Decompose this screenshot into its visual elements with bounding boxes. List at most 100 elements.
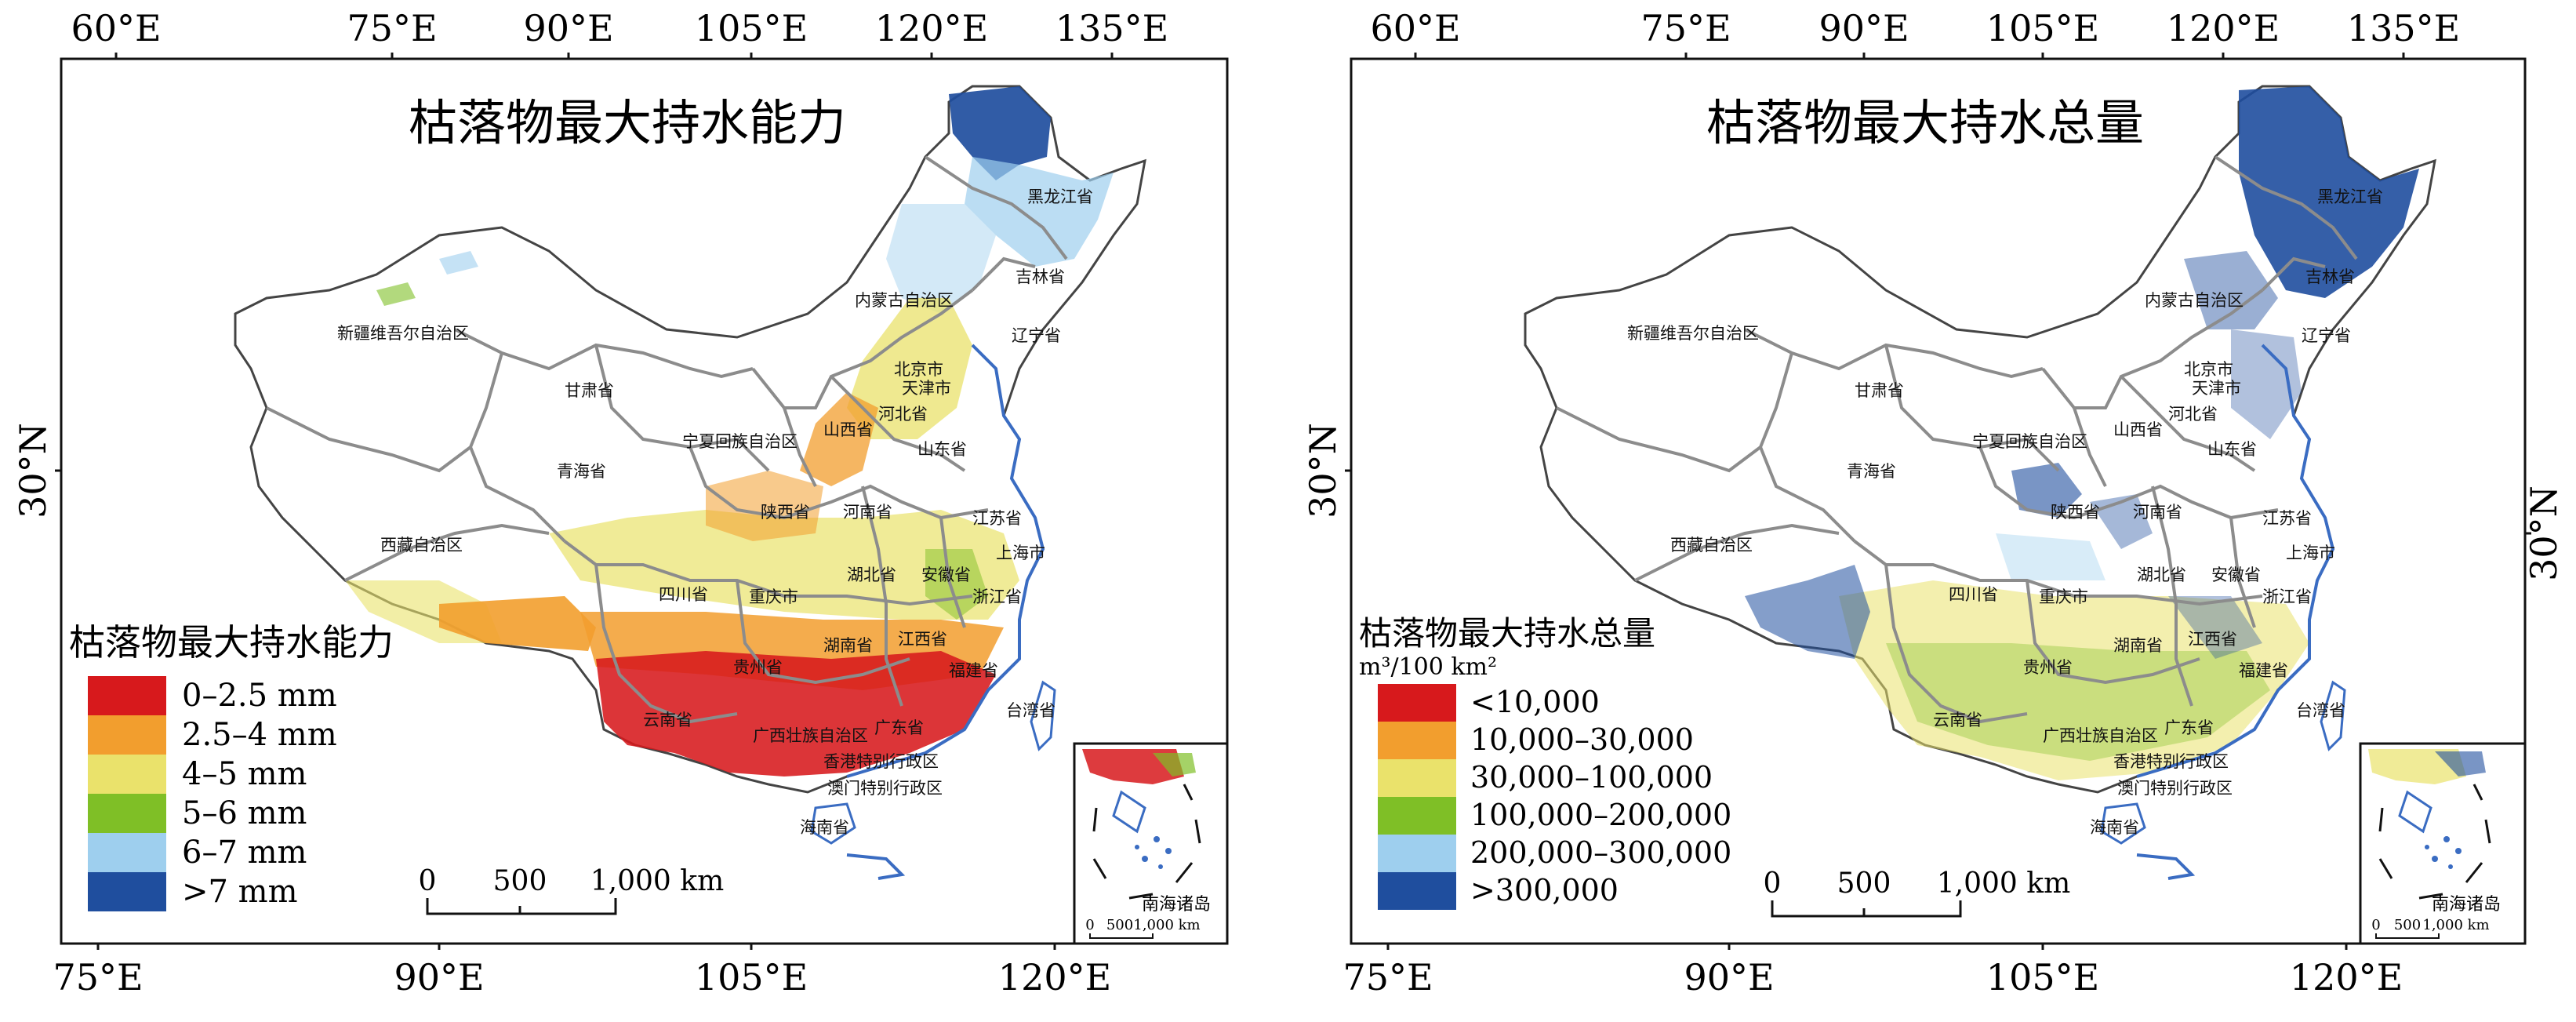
svg-text:500: 500 (2394, 917, 2421, 933)
province-label: 陕西省 (2051, 503, 2100, 522)
province-label: 青海省 (1847, 462, 1896, 481)
province-label: 上海市 (996, 544, 1045, 562)
province-label: 浙江省 (972, 587, 1022, 606)
province-label: 天津市 (902, 379, 951, 398)
legend-item: >7 mm (88, 872, 298, 911)
legend-item: 200,000–300,000 (1378, 835, 1731, 872)
legend-swatch (88, 715, 166, 755)
scale-bar: 0 500 1,000 km (1764, 867, 2070, 918)
lon-top-tick: 75°E (347, 7, 437, 49)
legend-label: 10,000–30,000 (1470, 722, 1694, 757)
province-label: 新疆维吾尔自治区 (1627, 324, 1759, 343)
legend-title: 枯落物最大持水能力 (69, 621, 394, 664)
province-label: 西藏自治区 (380, 536, 463, 555)
province-borders (266, 155, 1068, 724)
province-label: 台湾省 (2296, 701, 2345, 720)
province-label: 黑龙江省 (2317, 187, 2383, 206)
province-label: 四川省 (659, 585, 708, 604)
province-label: 黑龙江省 (1027, 187, 1093, 206)
legend-swatch (88, 872, 166, 911)
legend-swatch (1378, 759, 1456, 797)
legend-swatch (1378, 835, 1456, 872)
map-left-svg: 60°E 75°E 90°E 105°E 120°E 135°E 75°E 90… (12, 7, 1229, 998)
province-label: 新疆维吾尔自治区 (337, 324, 469, 343)
map-panel-right: 60°E 75°E 90°E 105°E 120°E 135°E 75°E 90… (1306, 0, 2576, 1022)
legend-swatch (1378, 684, 1456, 722)
legend-item: <10,000 (1378, 684, 1600, 722)
province-labels: 黑龙江省 吉林省 内蒙古自治区 辽宁省 新疆维吾尔自治区 北京市 天津市 甘肃省… (337, 187, 1093, 837)
lon-top-tick: 120°E (2167, 7, 2280, 49)
province-label: 北京市 (2184, 360, 2233, 379)
province-label: 贵州省 (733, 658, 783, 677)
legend-label: 4–5 mm (182, 756, 307, 792)
legend-item: 4–5 mm (88, 755, 307, 794)
legend-label: 5–6 mm (182, 795, 307, 831)
province-label: 安徽省 (2211, 566, 2261, 584)
province-label: 浙江省 (2262, 587, 2312, 606)
province-label: 江苏省 (2262, 509, 2312, 528)
province-label: 内蒙古自治区 (2145, 291, 2244, 310)
coastline (846, 344, 1045, 880)
lon-top-tick: 135°E (2347, 7, 2460, 49)
lat-right-tick: 30°N (2523, 486, 2565, 581)
lat-left-tick: 30°N (12, 423, 54, 518)
province-label: 四川省 (1949, 585, 1998, 604)
province-label: 吉林省 (2305, 267, 2355, 286)
province-label: 澳门特别行政区 (827, 779, 943, 798)
province-label: 上海市 (2286, 544, 2335, 562)
svg-text:500: 500 (493, 865, 547, 897)
legend-swatch (88, 755, 166, 794)
legend-swatch (88, 676, 166, 715)
svg-text:500: 500 (1837, 867, 1891, 900)
svg-text:0: 0 (419, 865, 437, 897)
legend-label: 30,000–100,000 (1470, 760, 1713, 795)
legend-item: 0–2.5 mm (88, 676, 337, 715)
province-label: 香港特别行政区 (823, 752, 939, 771)
province-label: 海南省 (2090, 818, 2139, 837)
south-china-sea-inset: 南海诸岛 0 500 1,000 km (2359, 742, 2527, 945)
province-label: 广西壮族自治区 (2043, 726, 2158, 745)
province-label: 天津市 (2192, 379, 2241, 398)
map-title: 枯落物最大持水总量 (1706, 94, 2144, 151)
province-label: 吉林省 (1016, 267, 1065, 286)
legend-item: 6–7 mm (88, 833, 307, 872)
lon-top-tick: 120°E (875, 7, 988, 49)
province-label: 安徽省 (921, 566, 971, 584)
lon-bottom-tick: 90°E (394, 956, 484, 998)
province-label: 重庆市 (749, 587, 798, 606)
legend-label: 200,000–300,000 (1470, 835, 1731, 870)
legend-item: >300,000 (1378, 872, 1619, 910)
province-label: 辽宁省 (1012, 326, 1061, 345)
inset-label: 南海诸岛 (2432, 895, 2501, 915)
svg-text:0: 0 (1085, 917, 1094, 933)
legend-item: 5–6 mm (88, 794, 307, 833)
legend-title: 枯落物最大持水总量 (1359, 614, 1655, 653)
province-label: 辽宁省 (2302, 326, 2351, 345)
lon-bottom-tick: 105°E (1986, 956, 2099, 998)
province-label: 湖南省 (2113, 636, 2163, 655)
lon-top-tick: 60°E (1370, 7, 1460, 49)
litter-total-raster (1745, 86, 2419, 780)
south-china-sea-inset: 南海诸岛 0 500 1,000 km (1073, 742, 1229, 945)
lon-bottom-tick: 105°E (695, 956, 808, 998)
province-label: 湖北省 (2137, 566, 2186, 584)
svg-text:0: 0 (1764, 867, 1782, 900)
map-title: 枯落物最大持水能力 (409, 94, 846, 151)
province-labels: 黑龙江省 吉林省 内蒙古自治区 辽宁省 新疆维吾尔自治区 北京市 天津市 甘肃省… (1627, 187, 2383, 837)
legend: 枯落物最大持水总量 m³/100 km² <10,000 10,000–30,0… (1359, 614, 1731, 910)
lon-top-tick: 90°E (1818, 7, 1909, 49)
province-label: 香港特别行政区 (2113, 752, 2229, 771)
province-label: 云南省 (643, 711, 692, 729)
province-label: 江西省 (2188, 630, 2237, 649)
legend-swatch (1378, 722, 1456, 759)
province-label: 广东省 (2164, 718, 2214, 737)
lon-top-tick: 105°E (1986, 7, 2099, 49)
lon-bottom-tick: 75°E (53, 956, 143, 998)
lat-left-tick: 30°N (1306, 423, 1344, 518)
province-label: 河北省 (2168, 405, 2218, 424)
svg-text:1,000 km: 1,000 km (590, 865, 724, 897)
inset-label: 南海诸岛 (1142, 895, 1211, 915)
legend-swatch (88, 794, 166, 833)
map-right-svg: 60°E 75°E 90°E 105°E 120°E 135°E 75°E 90… (1306, 7, 2565, 998)
province-label: 湖北省 (847, 566, 896, 584)
